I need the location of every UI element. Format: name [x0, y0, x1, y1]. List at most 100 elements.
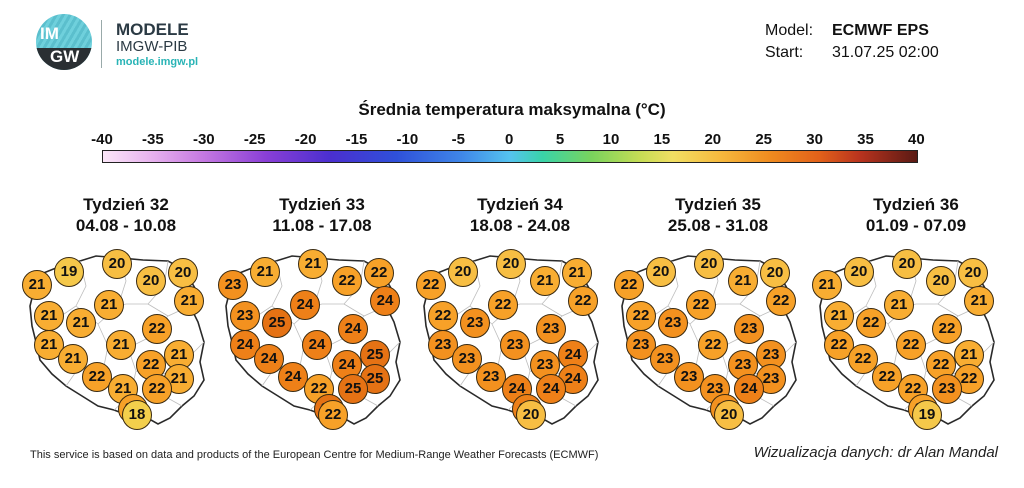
week-title: Tydzień 35	[675, 195, 761, 214]
temperature-marker: 20	[646, 257, 676, 287]
temperature-marker: 21	[106, 330, 136, 360]
week-title: Tydzień 33	[279, 195, 365, 214]
temperature-marker: 23	[460, 308, 490, 338]
scale-tick-label: -25	[243, 131, 266, 148]
temperature-marker: 21	[174, 286, 204, 316]
week-header: Tydzień 33 11.08 - 17.08	[222, 194, 422, 236]
scale-title: Średnia temperatura maksymalna (°C)	[358, 100, 666, 119]
temperature-marker: 23	[674, 362, 704, 392]
week-dates: 01.09 - 07.09	[865, 216, 967, 235]
temperature-marker: 21	[250, 257, 280, 287]
brand-url[interactable]: modele.imgw.pl	[116, 56, 199, 68]
temperature-marker: 21	[298, 249, 328, 279]
logo-text-top: IM	[40, 24, 59, 43]
scale-tick-label: -5	[451, 131, 465, 148]
temperature-marker: 20	[714, 400, 744, 430]
temperature-marker: 22	[568, 286, 598, 316]
temperature-marker: 18	[122, 400, 152, 430]
model-label: Model:	[765, 22, 814, 39]
scale-tick-label: -35	[142, 131, 164, 148]
temperature-marker: 20	[168, 258, 198, 288]
temperature-marker: 24	[536, 374, 566, 404]
week-title: Tydzień 36	[873, 195, 959, 214]
week-header: Tydzień 36 01.09 - 07.09	[816, 194, 1016, 236]
temperature-marker: 19	[54, 257, 84, 287]
temperature-marker: 23	[626, 330, 656, 360]
temperature-marker: 22	[686, 290, 716, 320]
temperature-marker: 24	[290, 290, 320, 320]
temperature-marker: 22	[872, 362, 902, 392]
week-title: Tydzień 32	[83, 195, 169, 214]
scale-tick-label: 15	[653, 131, 671, 148]
temperature-marker: 24	[230, 330, 260, 360]
temperature-marker: 22	[332, 266, 362, 296]
scale-tick-label: 20	[704, 131, 722, 148]
temperature-marker: 20	[892, 249, 922, 279]
temperature-marker: 22	[626, 301, 656, 331]
start-label: Start:	[765, 44, 804, 61]
footer-disclaimer: This service is based on data and produc…	[30, 449, 599, 461]
temperature-marker: 22	[318, 400, 348, 430]
scale-tick-label: 35	[857, 131, 874, 148]
temperature-marker: 23	[452, 344, 482, 374]
temperature-marker: 22	[896, 330, 926, 360]
poland-map: 2121232222242423252424242524242524222525…	[214, 246, 404, 436]
temperature-marker: 23	[734, 314, 764, 344]
temperature-marker: 20	[102, 249, 132, 279]
temperature-marker: 23	[476, 362, 506, 392]
temperature-marker: 22	[142, 374, 172, 404]
temperature-marker: 24	[338, 314, 368, 344]
temperature-marker: 20	[958, 258, 988, 288]
temperature-marker: 20	[496, 249, 526, 279]
scale-tick-label: 5	[555, 131, 565, 148]
temperature-marker: 23	[932, 374, 962, 404]
temperature-marker: 20	[926, 266, 956, 296]
week-dates: 25.08 - 31.08	[667, 216, 769, 235]
week-header: Tydzień 32 04.08 - 10.08	[26, 194, 226, 236]
temperature-marker: 19	[912, 400, 942, 430]
temperature-marker: 22	[614, 270, 644, 300]
temperature-marker: 21	[94, 290, 124, 320]
scale-tick-label: -40	[91, 131, 113, 148]
temperature-marker: 21	[66, 308, 96, 338]
temperature-marker: 21	[812, 270, 842, 300]
temperature-marker: 21	[964, 286, 994, 316]
footer-credit: Wizualizacja danych: dr Alan Mandal	[753, 444, 998, 461]
poland-map: 2020212020212121222222222122222222222322…	[808, 246, 998, 436]
brand-institute: IMGW-PIB	[116, 38, 188, 55]
temperature-marker: 24	[734, 374, 764, 404]
scale-tick-label: -15	[345, 131, 368, 148]
temperature-marker: 22	[932, 314, 962, 344]
temperature-marker: 21	[34, 301, 64, 331]
scale-tick-label: 0	[505, 131, 514, 148]
temperature-marker: 24	[302, 330, 332, 360]
temperature-marker: 24	[278, 362, 308, 392]
temperature-marker: 23	[230, 301, 260, 331]
temperature-marker: 24	[370, 286, 400, 316]
scale-tick-label: 30	[806, 131, 823, 148]
temperature-marker: 22	[856, 308, 886, 338]
temperature-marker: 22	[364, 258, 394, 288]
logo-text-bottom: GW	[50, 47, 80, 66]
week-dates: 11.08 - 17.08	[272, 216, 372, 235]
temperature-marker: 22	[766, 286, 796, 316]
scale-tick-label: 40	[908, 131, 925, 148]
temperature-marker: 20	[448, 257, 478, 287]
week-dates: 04.08 - 10.08	[75, 216, 177, 235]
week-header: Tydzień 34 18.08 - 24.08	[420, 194, 620, 236]
temperature-marker: 20	[844, 257, 874, 287]
temperature-marker: 23	[218, 270, 248, 300]
model-value: ECMWF EPS	[832, 22, 929, 39]
temperature-marker: 22	[416, 270, 446, 300]
scale-tick-label: 25	[755, 131, 773, 148]
temperature-marker: 22	[488, 290, 518, 320]
temperature-marker: 20	[760, 258, 790, 288]
temperature-marker: 21	[34, 330, 64, 360]
temperature-marker: 22	[142, 314, 172, 344]
temperature-marker: 21	[824, 301, 854, 331]
temperature-marker: 20	[136, 266, 166, 296]
temperature-marker: 21	[530, 266, 560, 296]
temperature-marker: 21	[562, 258, 592, 288]
temperature-marker: 21	[884, 290, 914, 320]
temperature-marker: 25	[262, 308, 292, 338]
